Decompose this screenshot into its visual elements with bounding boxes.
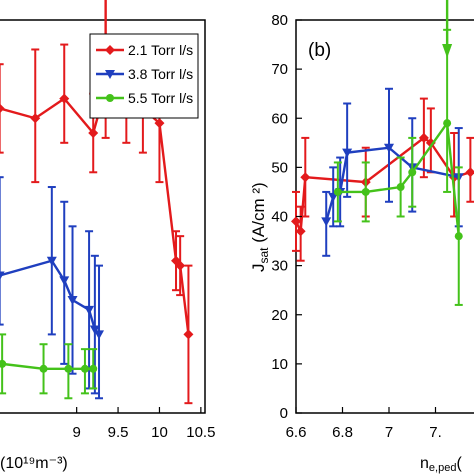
data-point <box>361 187 370 196</box>
right-x-label: ne,ped( <box>420 455 462 474</box>
data-point <box>291 216 301 227</box>
data-point <box>295 226 306 237</box>
x-tick-label: 10 <box>151 424 168 441</box>
left-x-ticks: 9 9.5 10 10.5 <box>72 407 215 441</box>
series-line <box>1 362 94 370</box>
legend-marker <box>105 70 115 79</box>
data-point <box>59 93 70 104</box>
y-tick-label: 40 <box>271 209 288 226</box>
data-point <box>300 172 311 183</box>
data-point <box>59 276 70 286</box>
right-data-marks <box>291 0 474 306</box>
data-point <box>425 137 436 148</box>
series-line <box>325 146 459 222</box>
data-point <box>0 103 5 114</box>
data-point <box>30 113 41 124</box>
legend-label: 2.1 Torr l/s <box>128 42 193 58</box>
legend-entry: 3.8 Torr l/s <box>96 66 193 82</box>
data-point <box>321 217 332 227</box>
arrow-marker <box>442 0 453 58</box>
series-line <box>294 136 471 236</box>
data-point <box>154 118 165 129</box>
series-green <box>333 28 463 306</box>
data-point <box>384 143 394 153</box>
data-point <box>454 232 463 241</box>
series-line <box>337 119 460 237</box>
x-tick-label: 9 <box>72 424 80 441</box>
x-tick-label: 6.8 <box>332 424 353 441</box>
data-point <box>80 364 89 373</box>
left-x-label: (10¹⁹m⁻³) <box>0 455 68 472</box>
y-tick-label: 20 <box>271 307 288 324</box>
left-plot-frame <box>0 19 206 414</box>
x-tick-label: 9.5 <box>108 424 129 441</box>
data-point <box>0 359 7 368</box>
data-point <box>443 119 452 128</box>
legend-marker <box>106 94 114 102</box>
data-point <box>64 364 73 373</box>
data-point <box>396 183 405 192</box>
panel-left: 9 9.5 10 10.5 2.1 Torr l/s 3.8 Torr l/s 5.5 T… <box>0 0 215 472</box>
y-tick-label: 80 <box>271 12 288 29</box>
y-tick-label: 60 <box>271 110 288 127</box>
data-point <box>333 187 342 196</box>
legend-entry: 2.1 Torr l/s <box>96 42 193 58</box>
data-point <box>342 148 353 158</box>
left-legend: 2.1 Torr l/s 3.8 Torr l/s 5.5 Torr l/s <box>89 33 199 119</box>
panel-right: (b) 6.6 6.8 7 7. 0 10 20 30 40 50 60 70 80 ne,ped( J… <box>249 0 474 474</box>
x-tick-label: 7 <box>385 424 393 441</box>
data-point <box>84 305 95 315</box>
data-point <box>94 330 105 340</box>
x-tick-label: 6.6 <box>286 424 307 441</box>
data-point <box>89 325 100 335</box>
series-green <box>0 333 98 400</box>
y-tick-label: 30 <box>271 258 288 275</box>
y-tick-label: 70 <box>271 61 288 78</box>
right-y-label: Jsat (A/cm ²) <box>249 182 271 272</box>
series-blue <box>321 87 464 257</box>
panel-label-b: (b) <box>308 40 331 61</box>
x-tick-label: 10.5 <box>186 424 215 441</box>
y-tick-label: 10 <box>271 356 288 373</box>
data-point <box>39 364 48 373</box>
legend-marker <box>105 45 115 55</box>
right-axis-ticks: 6.6 6.8 7 7. 0 10 20 30 40 50 60 70 80 <box>271 12 441 441</box>
data-point <box>46 256 57 266</box>
data-point <box>88 127 99 138</box>
data-point <box>183 329 194 340</box>
x-tick-label: 7. <box>429 424 442 441</box>
data-point <box>465 167 474 178</box>
y-tick-label: 50 <box>271 159 288 176</box>
data-point <box>175 260 186 271</box>
y-tick-label: 0 <box>280 405 288 422</box>
data-point <box>0 271 5 280</box>
legend-label: 3.8 Torr l/s <box>128 66 193 82</box>
series-line <box>0 259 100 336</box>
series-blue <box>0 176 105 400</box>
data-point <box>67 296 78 306</box>
data-point <box>89 364 98 373</box>
data-point <box>418 132 429 143</box>
legend-entry: 5.5 Torr l/s <box>96 90 193 106</box>
data-point <box>408 168 417 177</box>
legend-label: 5.5 Torr l/s <box>128 90 193 106</box>
